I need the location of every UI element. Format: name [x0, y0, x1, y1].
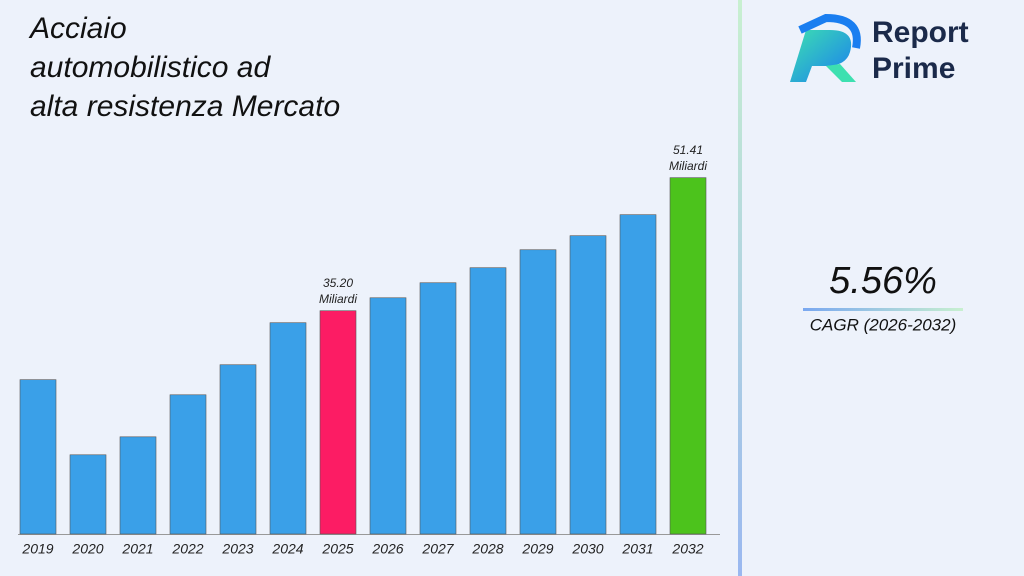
- cagr-label: CAGR (2026-2032): [810, 315, 956, 334]
- value-label: 51.41: [673, 143, 703, 157]
- bar: [219, 364, 257, 535]
- chart-title: Acciaio: [28, 12, 127, 45]
- brand: Prime: [872, 52, 955, 85]
- bar: [369, 297, 407, 535]
- underline: [803, 308, 963, 311]
- bar: [669, 177, 707, 535]
- x-tick-label: 2025: [321, 541, 353, 557]
- cagr-value: 5.56%: [829, 260, 937, 302]
- bar: [569, 235, 607, 535]
- bar: [69, 454, 107, 535]
- logo: Report Prime: [790, 13, 969, 85]
- bar: [319, 310, 357, 535]
- value-label: 35.20: [323, 276, 353, 290]
- x-tick-label: 2024: [271, 541, 303, 557]
- x-tick-label: 2031: [621, 541, 653, 557]
- bar: [519, 249, 557, 535]
- divider: [738, 0, 742, 576]
- x-tick-label: 2026: [371, 541, 403, 557]
- x-tick-label: 2030: [571, 541, 603, 557]
- value-unit: Miliardi: [319, 292, 357, 306]
- x-tick-label: 2019: [21, 541, 53, 557]
- bar: [619, 214, 657, 535]
- x-tick-label: 2023: [221, 541, 253, 557]
- x-tick-label: 2027: [421, 541, 454, 557]
- x-tick-label: 2022: [171, 541, 203, 557]
- x-tick-label: 2029: [521, 541, 553, 557]
- value-unit: Miliardi: [669, 159, 707, 173]
- brand: Report: [872, 16, 969, 49]
- x-tick-label: 2032: [671, 541, 703, 557]
- bar: [169, 394, 207, 535]
- x-tick-label: 2021: [121, 541, 153, 557]
- bar: [469, 267, 507, 535]
- x-tick-label: 2020: [71, 541, 103, 557]
- x-tick-label: 2028: [471, 541, 503, 557]
- bar: [269, 322, 307, 535]
- chart-title: alta resistenza Mercato: [30, 90, 340, 123]
- bar: [119, 436, 157, 535]
- bar: [19, 379, 57, 535]
- chart-title: automobilistico ad: [30, 51, 271, 84]
- bar: [419, 282, 457, 535]
